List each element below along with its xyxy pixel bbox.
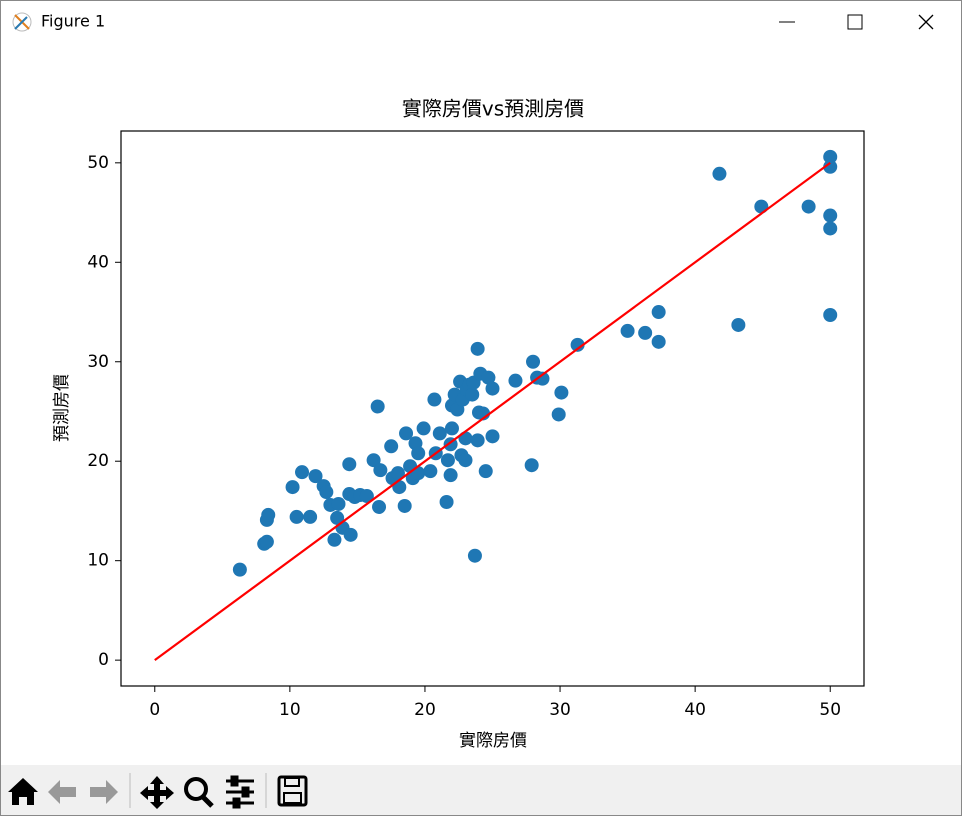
scatter-point	[331, 496, 346, 511]
scatter-point	[823, 208, 838, 223]
scatter-point	[261, 507, 276, 522]
scatter-point	[343, 527, 358, 542]
scatter-point	[458, 453, 473, 468]
scatter-point	[370, 399, 385, 414]
scatter-point	[481, 370, 496, 385]
scatter-point	[620, 323, 635, 338]
scatter-point	[712, 166, 727, 181]
maximize-button[interactable]	[847, 14, 863, 30]
scatter-point	[295, 465, 310, 480]
scatter-point	[485, 381, 500, 396]
scatter-point	[638, 325, 653, 340]
scatter-point	[754, 199, 769, 214]
scatter-point	[411, 446, 426, 461]
forward-button[interactable]	[90, 780, 118, 804]
scatter-point	[432, 426, 447, 441]
scatter-point	[427, 392, 442, 407]
scatter-point	[651, 334, 666, 349]
fit-line	[154, 161, 831, 662]
scatter-point	[327, 532, 342, 547]
scatter-point	[397, 498, 412, 513]
save-button[interactable]	[277, 775, 308, 807]
zoom-button[interactable]	[184, 777, 214, 808]
pan-button[interactable]	[140, 776, 174, 809]
scatter-point	[390, 466, 405, 481]
scatter-point	[485, 429, 500, 444]
y-tick-label: 40	[87, 252, 109, 272]
scatter-point	[308, 469, 323, 484]
scatter-point	[443, 468, 458, 483]
x-tick-label: 10	[279, 700, 301, 720]
scatter-point	[465, 387, 480, 402]
scatter-point	[731, 317, 746, 332]
scatter-point	[384, 439, 399, 454]
window-title: Figure 1	[41, 12, 105, 31]
scatter-point	[259, 534, 274, 549]
scatter-point	[392, 480, 407, 495]
scatter-point	[554, 385, 569, 400]
app-icon	[12, 12, 32, 32]
y-tick-label: 10	[87, 551, 109, 571]
scatter-point	[508, 373, 523, 388]
scatter-point	[823, 308, 838, 323]
chart-title: 實際房價vs預測房價	[402, 97, 584, 121]
scatter-point	[570, 337, 585, 352]
x-tick-label: 50	[819, 700, 841, 720]
scatter-point	[478, 464, 493, 479]
scatter-point	[470, 433, 485, 448]
toolbar-icons	[8, 773, 308, 809]
scatter-point	[342, 457, 357, 472]
y-axis-label: 預測房價	[52, 374, 72, 442]
scatter-point	[651, 305, 666, 320]
scatter-point	[359, 489, 374, 504]
x-tick-label: 30	[549, 700, 571, 720]
scatter-point	[372, 499, 387, 514]
scatter-point	[801, 199, 816, 214]
x-axis-label: 實際房價	[459, 731, 527, 751]
scatter-point	[232, 562, 247, 577]
scatter-point	[524, 458, 539, 473]
x-tick-label: 0	[149, 700, 160, 720]
scatter-point	[440, 453, 455, 468]
y-tick-label: 50	[87, 153, 109, 173]
scatter-point	[823, 159, 838, 174]
scatter-point	[366, 453, 381, 468]
scatter-point	[551, 407, 566, 422]
scatter-point	[411, 466, 426, 481]
scatter-point	[303, 509, 318, 524]
axes-frame	[120, 130, 865, 687]
scatter-point	[373, 463, 388, 478]
y-tick-label: 0	[98, 650, 109, 670]
scatter-point	[444, 421, 459, 436]
scatter-point	[526, 354, 541, 369]
y-tick-label: 20	[87, 451, 109, 471]
scatter-point	[458, 431, 473, 446]
scatter-point	[423, 464, 438, 479]
scatter-point	[319, 485, 334, 500]
scatter-point	[416, 421, 431, 436]
configure-button[interactable]	[226, 775, 254, 809]
scatter-point	[467, 548, 482, 563]
x-tick-label: 40	[684, 700, 706, 720]
scatter-point	[535, 371, 550, 386]
x-tick-label: 20	[414, 700, 436, 720]
scatter-point	[823, 149, 838, 164]
back-button[interactable]	[48, 780, 76, 804]
home-button[interactable]	[8, 778, 38, 805]
scatter-point	[439, 494, 454, 509]
scatter-point	[289, 509, 304, 524]
close-button[interactable]	[918, 14, 934, 30]
y-tick-label: 30	[87, 352, 109, 372]
scatter-point	[285, 480, 300, 495]
scatter-point	[470, 341, 485, 356]
scatter-point	[823, 221, 838, 236]
scatter-point	[399, 426, 414, 441]
